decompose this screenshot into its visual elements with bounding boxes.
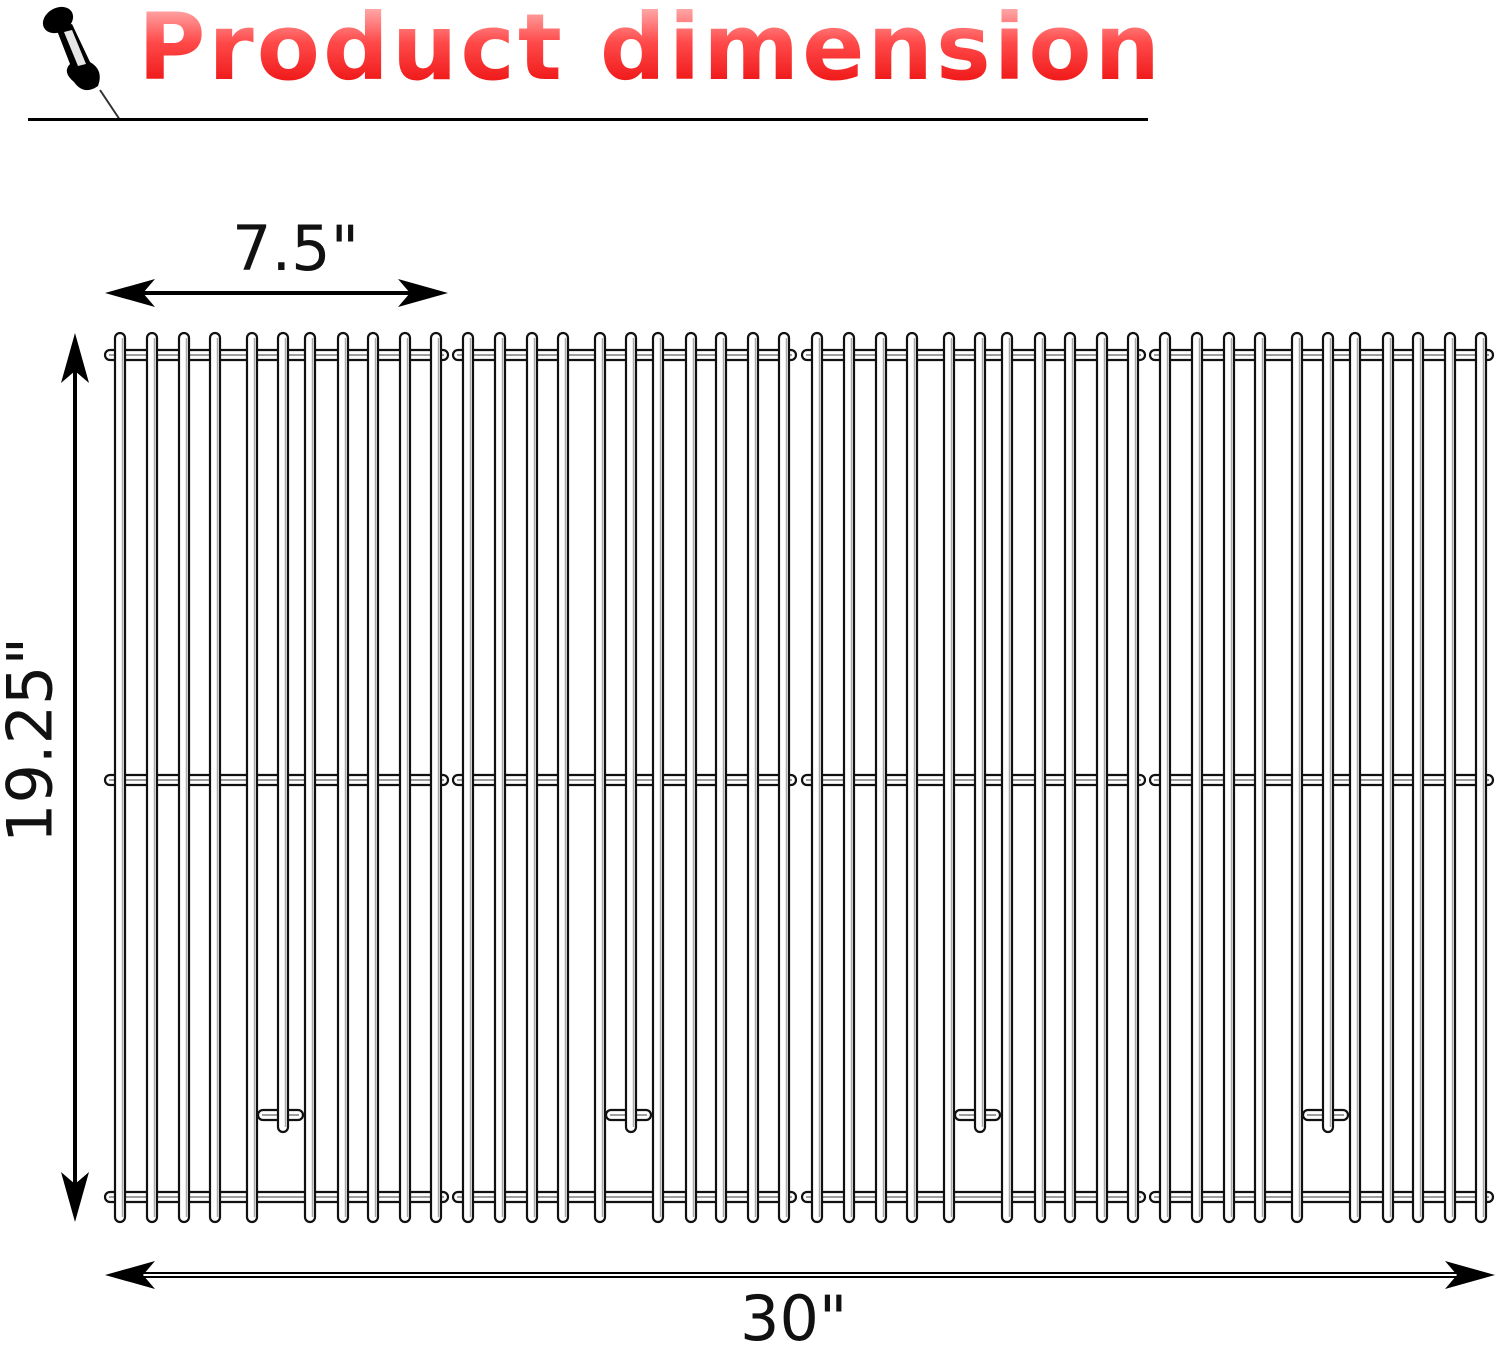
grate-bar <box>1033 331 1047 1224</box>
grate-bar <box>1063 331 1077 1224</box>
grate-bar <box>177 331 191 1224</box>
section-width-arrow-head-right <box>398 279 448 307</box>
grate-bar <box>1222 331 1236 1224</box>
grate-bar <box>714 331 728 1224</box>
grate-bar <box>1443 331 1457 1224</box>
grate-bar <box>1321 331 1335 1134</box>
grate-bar <box>651 331 665 1224</box>
grate-bar <box>276 331 290 1134</box>
grate-bar <box>1253 331 1267 1224</box>
section-width-arrow-head-left <box>105 279 155 307</box>
grate-bar <box>525 331 539 1224</box>
grate-bar <box>942 331 956 1224</box>
total-width-arrow-head-left <box>105 1261 155 1289</box>
section-width-label: 7.5" <box>232 212 360 285</box>
grate-bar <box>684 331 698 1224</box>
grate-bar <box>810 331 824 1224</box>
grate-bar <box>208 331 222 1224</box>
grate-bar <box>746 331 760 1224</box>
grate-bar <box>1381 331 1395 1224</box>
grate-bar <box>842 331 856 1224</box>
pushpin-icon <box>42 6 120 121</box>
total-width-arrow-head-right <box>1445 1261 1495 1289</box>
grate-bar <box>303 331 317 1224</box>
grate-bar <box>245 331 259 1224</box>
grate-bar <box>624 331 638 1134</box>
grate-bar <box>556 331 570 1224</box>
page-title: Product dimension <box>138 0 1163 101</box>
height-arrow-head-top <box>61 333 89 383</box>
grate-bar <box>1348 331 1362 1224</box>
grate-bar <box>145 331 159 1224</box>
grate-bar <box>1000 331 1014 1224</box>
grate-bar <box>1190 331 1204 1224</box>
grate-bar <box>429 331 443 1224</box>
grate-bar <box>1158 331 1172 1224</box>
grate-bar <box>366 331 380 1224</box>
grate-bar <box>777 331 791 1224</box>
grate-bar <box>1290 331 1304 1224</box>
grate-bar <box>874 331 888 1224</box>
grate-bar <box>461 331 475 1224</box>
grate-bar <box>336 331 350 1224</box>
grate-bar <box>1126 331 1140 1224</box>
grate-bar <box>1474 331 1488 1224</box>
grate-bar <box>593 331 607 1224</box>
height-label: 19.25" <box>0 636 67 844</box>
height-arrow-head-bottom <box>61 1172 89 1222</box>
title-underline <box>28 118 1148 121</box>
grate-bar <box>493 331 507 1224</box>
width-label: 30" <box>740 1282 848 1355</box>
grate-bar <box>905 331 919 1224</box>
grate-bar <box>1411 331 1425 1224</box>
grate-bar <box>1095 331 1109 1224</box>
grate-bar <box>973 331 987 1134</box>
grate-bar <box>398 331 412 1224</box>
grate-bar <box>113 331 127 1224</box>
